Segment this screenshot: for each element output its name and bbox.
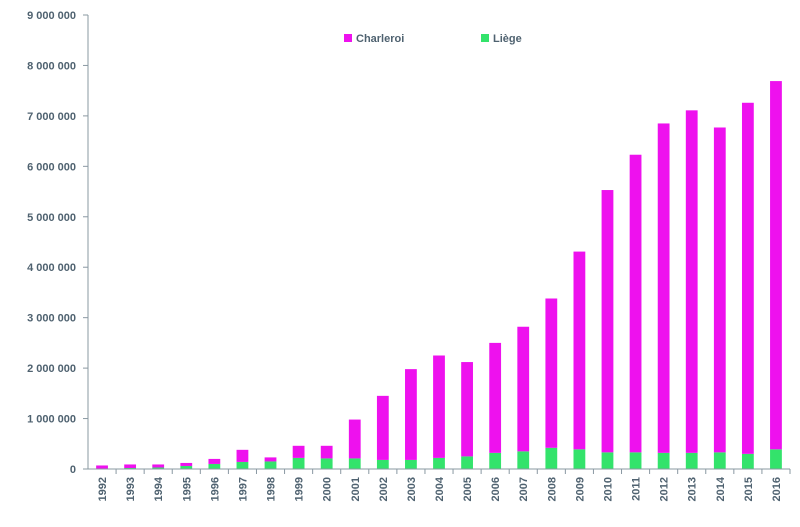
bar-liege-2010 [601, 452, 614, 469]
bar-charleroi-2002 [376, 395, 389, 460]
bar-liege-2002 [376, 459, 389, 469]
bar-liege-2006 [489, 452, 502, 469]
bar-liege-1999 [292, 457, 305, 469]
bar-liege-2008 [545, 447, 558, 469]
legend-swatch-charleroi [344, 34, 352, 42]
bar-liege-2015 [741, 453, 754, 469]
bar-liege-1994 [152, 467, 165, 469]
bar-liege-2012 [657, 452, 670, 469]
bar-charleroi-2005 [461, 362, 473, 457]
x-tick-label: 1993 [125, 477, 137, 501]
bar-charleroi-2009 [573, 251, 586, 450]
bar-charleroi-2016 [770, 81, 782, 450]
bar-liege-1996 [208, 463, 221, 469]
x-tick-label: 1998 [266, 477, 278, 501]
x-tick-label: 2001 [350, 477, 362, 501]
legend-label-liege: Liège [493, 33, 522, 45]
y-tick-label: 6 000 000 [27, 161, 76, 173]
bar-charleroi-1997 [236, 449, 249, 462]
bar-charleroi-2007 [517, 326, 530, 452]
bar-liege-1995 [180, 465, 193, 469]
bar-charleroi-1999 [292, 445, 305, 458]
y-tick-label: 3 000 000 [27, 313, 76, 325]
x-tick-label: 2004 [434, 476, 446, 501]
x-tick-label: 2000 [322, 477, 334, 501]
x-tick-label: 2012 [659, 477, 671, 501]
bar-charleroi-2013 [685, 110, 698, 453]
y-axis-ticks: 0 1 000 000 2 000 000 3 000 000 4 000 000 5 0… [27, 10, 88, 476]
bar-liege-2016 [770, 449, 782, 469]
bar-liege-2013 [685, 452, 698, 469]
bar-charleroi-2003 [405, 369, 417, 460]
x-tick-label: 2008 [546, 477, 558, 501]
y-tick-label: 2 000 000 [27, 363, 76, 375]
bar-liege-1993 [124, 467, 137, 469]
bar-liege-2004 [433, 457, 445, 469]
bar-charleroi-1996 [208, 458, 221, 464]
x-tick-label: 2011 [631, 477, 643, 501]
x-tick-label: 1996 [209, 477, 221, 501]
y-tick-label: 7 000 000 [27, 111, 76, 123]
x-tick-label: 2005 [462, 477, 474, 501]
legend-label-charleroi: Charleroi [356, 33, 404, 45]
y-tick-label: 1 000 000 [27, 414, 76, 426]
bars [96, 81, 782, 469]
x-axis-ticks: 1992 1993 1994 1995 1996 1997 1998 1999 2000 2001… [97, 469, 791, 501]
bar-liege-2014 [713, 452, 726, 469]
bar-charleroi-1995 [180, 462, 193, 466]
x-tick-label: 1995 [181, 477, 193, 501]
bar-charleroi-2015 [741, 102, 754, 454]
bar-charleroi-1992 [96, 465, 108, 469]
x-tick-label: 1994 [153, 476, 165, 501]
bar-charleroi-1993 [124, 464, 137, 468]
legend-swatch-liege [481, 34, 489, 42]
x-tick-label: 1997 [237, 477, 249, 501]
bar-charleroi-2014 [713, 127, 726, 453]
x-tick-label: 2013 [687, 477, 699, 501]
bar-charleroi-2000 [320, 445, 333, 459]
bar-charleroi-1998 [264, 457, 277, 462]
x-tick-label: 2016 [771, 477, 783, 501]
bar-liege-2001 [348, 458, 361, 469]
bar-charleroi-2011 [629, 154, 642, 453]
y-tick-label: 5 000 000 [27, 212, 76, 224]
x-tick-label: 2006 [490, 477, 502, 501]
bar-liege-2005 [461, 456, 473, 469]
x-tick-label: 2015 [743, 477, 755, 501]
x-tick-label: 1992 [97, 477, 109, 501]
bar-charleroi-2010 [601, 190, 614, 453]
x-tick-label: 1999 [294, 477, 306, 501]
bar-liege-2009 [573, 449, 586, 469]
bar-liege-2007 [517, 451, 530, 469]
bar-liege-2003 [405, 459, 417, 469]
x-tick-label: 2014 [715, 476, 727, 501]
bar-charleroi-2004 [433, 355, 445, 458]
bar-charleroi-2006 [489, 342, 502, 453]
x-tick-label: 2009 [574, 477, 586, 501]
y-tick-label: 0 [70, 464, 76, 476]
bar-liege-1998 [264, 461, 277, 469]
bar-charleroi-2008 [545, 298, 558, 448]
y-tick-label: 4 000 000 [27, 262, 76, 274]
bar-liege-1997 [236, 461, 249, 469]
x-tick-label: 2010 [602, 477, 614, 501]
legend: Charleroi Liège [344, 33, 522, 45]
bar-charleroi-1994 [152, 464, 165, 468]
y-tick-label: 9 000 000 [27, 10, 76, 22]
x-tick-label: 2003 [406, 477, 418, 501]
x-tick-label: 2002 [378, 477, 390, 501]
x-tick-label: 2007 [518, 477, 530, 501]
y-tick-label: 8 000 000 [27, 60, 76, 72]
bar-charleroi-2001 [348, 419, 361, 459]
bar-charleroi-2012 [657, 123, 670, 453]
bar-liege-2000 [320, 458, 333, 469]
bar-liege-2011 [629, 452, 642, 469]
